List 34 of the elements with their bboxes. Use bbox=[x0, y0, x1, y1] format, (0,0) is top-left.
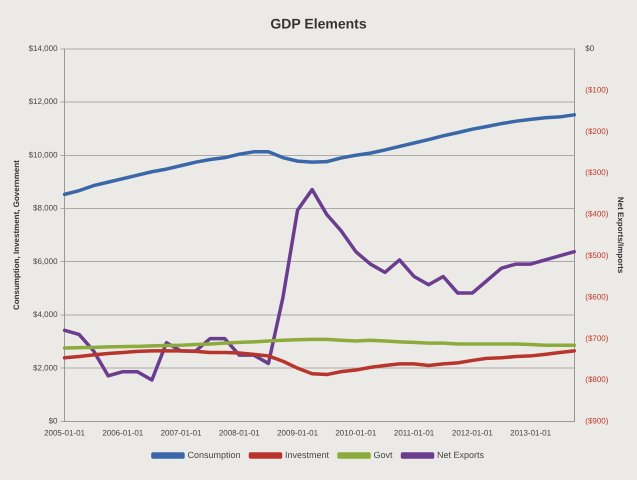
chart-title: GDP Elements bbox=[270, 15, 367, 32]
y2-tick-label: ($500) bbox=[585, 251, 609, 260]
y-axis-title: Consumption, Investment, Government bbox=[12, 160, 22, 310]
y2-tick-label: ($700) bbox=[585, 334, 609, 343]
x-tick-label: 2010-01-01 bbox=[335, 428, 377, 438]
y-tick-label: $8,000 bbox=[33, 204, 58, 213]
x-tick-label: 2005-01-01 bbox=[44, 428, 86, 438]
y2-tick-label: $0 bbox=[585, 44, 595, 54]
y-tick-label: $14,000 bbox=[28, 44, 58, 54]
y2-tick-label: ($900) bbox=[585, 416, 609, 426]
x-tick-label: 2007-01-01 bbox=[160, 428, 202, 438]
y2-tick-label: ($600) bbox=[585, 292, 609, 302]
legend-label: Consumption bbox=[187, 450, 240, 460]
y2-tick-label: ($800) bbox=[585, 375, 609, 384]
y-tick-label: $2,000 bbox=[33, 363, 58, 372]
legend-label: Govt bbox=[374, 450, 394, 460]
x-tick-label: 2008-01-01 bbox=[218, 428, 260, 438]
y2-tick-label: ($400) bbox=[585, 210, 609, 219]
y-tick-label: $10,000 bbox=[28, 150, 58, 160]
legend-label: Net Exports bbox=[437, 450, 485, 460]
x-tick-label: 2006-01-01 bbox=[102, 428, 144, 438]
legend-label: Investment bbox=[284, 450, 330, 460]
x-tick-label: 2011-01-01 bbox=[394, 428, 435, 438]
x-tick-label: 2013-01-01 bbox=[510, 428, 552, 438]
x-tick-label: 2012-01-01 bbox=[452, 428, 494, 438]
y2-tick-label: ($100) bbox=[585, 85, 609, 94]
y-tick-label: $4,000 bbox=[33, 310, 58, 320]
y2-tick-label: ($300) bbox=[585, 168, 609, 178]
y2-tick-label: ($200) bbox=[585, 126, 609, 136]
y-tick-label: $12,000 bbox=[28, 97, 58, 106]
y2-axis-title: Net Exports/Imports bbox=[616, 196, 625, 274]
y-tick-label: $0 bbox=[48, 416, 58, 426]
x-tick-label: 2009-01-01 bbox=[277, 428, 319, 438]
y-tick-label: $6,000 bbox=[33, 256, 58, 266]
